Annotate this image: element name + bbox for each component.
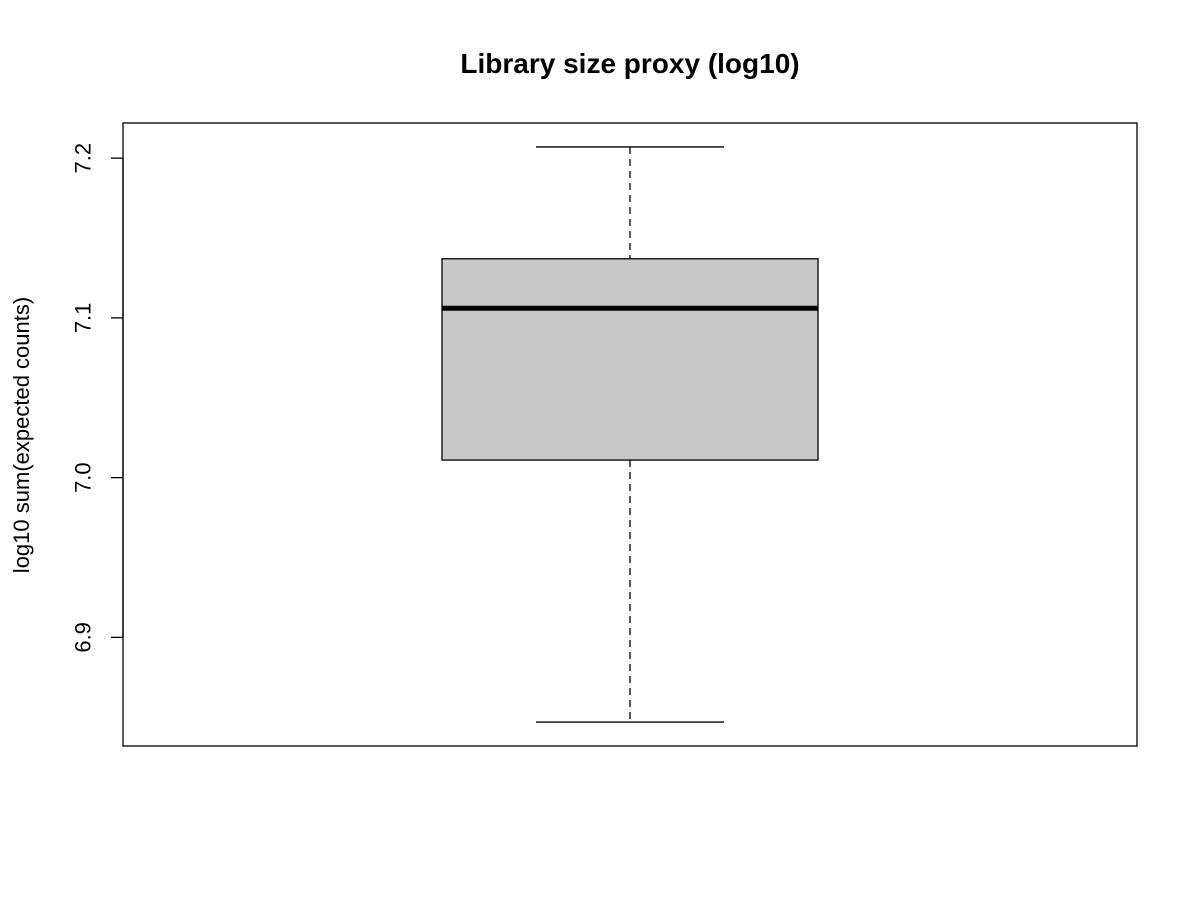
y-tick-label: 6.9	[71, 622, 96, 653]
y-axis-ticks: 6.9 7.0 7.1 7.2	[71, 143, 123, 653]
chart-title: Library size proxy (log10)	[460, 48, 799, 79]
interquartile-box	[441, 258, 819, 461]
box-and-whiskers	[441, 146, 819, 723]
y-tick-label: 7.2	[71, 143, 96, 174]
y-tick-label: 7.0	[71, 462, 96, 493]
y-tick-label: 7.1	[71, 303, 96, 334]
y-axis-label: log10 sum(expected counts)	[9, 297, 34, 573]
